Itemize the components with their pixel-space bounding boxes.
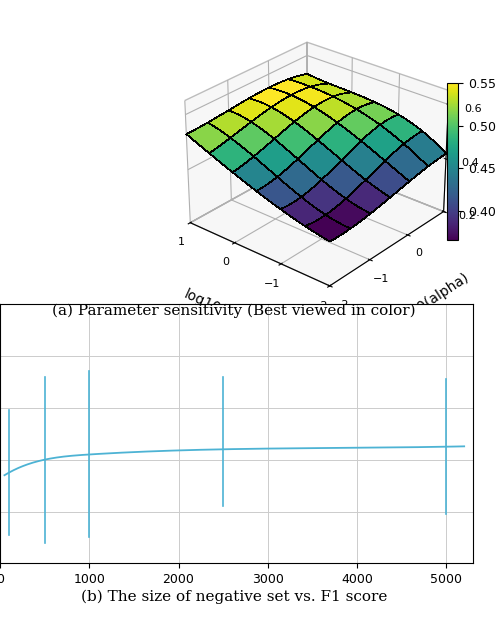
Text: (a) Parameter sensitivity (Best viewed in color): (a) Parameter sensitivity (Best viewed i…	[52, 304, 416, 318]
Text: (b) The size of negative set vs. F1 score: (b) The size of negative set vs. F1 scor…	[81, 590, 387, 604]
Y-axis label: log10(alpha): log10(alpha)	[390, 270, 472, 331]
X-axis label: log10(beta): log10(beta)	[182, 287, 261, 334]
